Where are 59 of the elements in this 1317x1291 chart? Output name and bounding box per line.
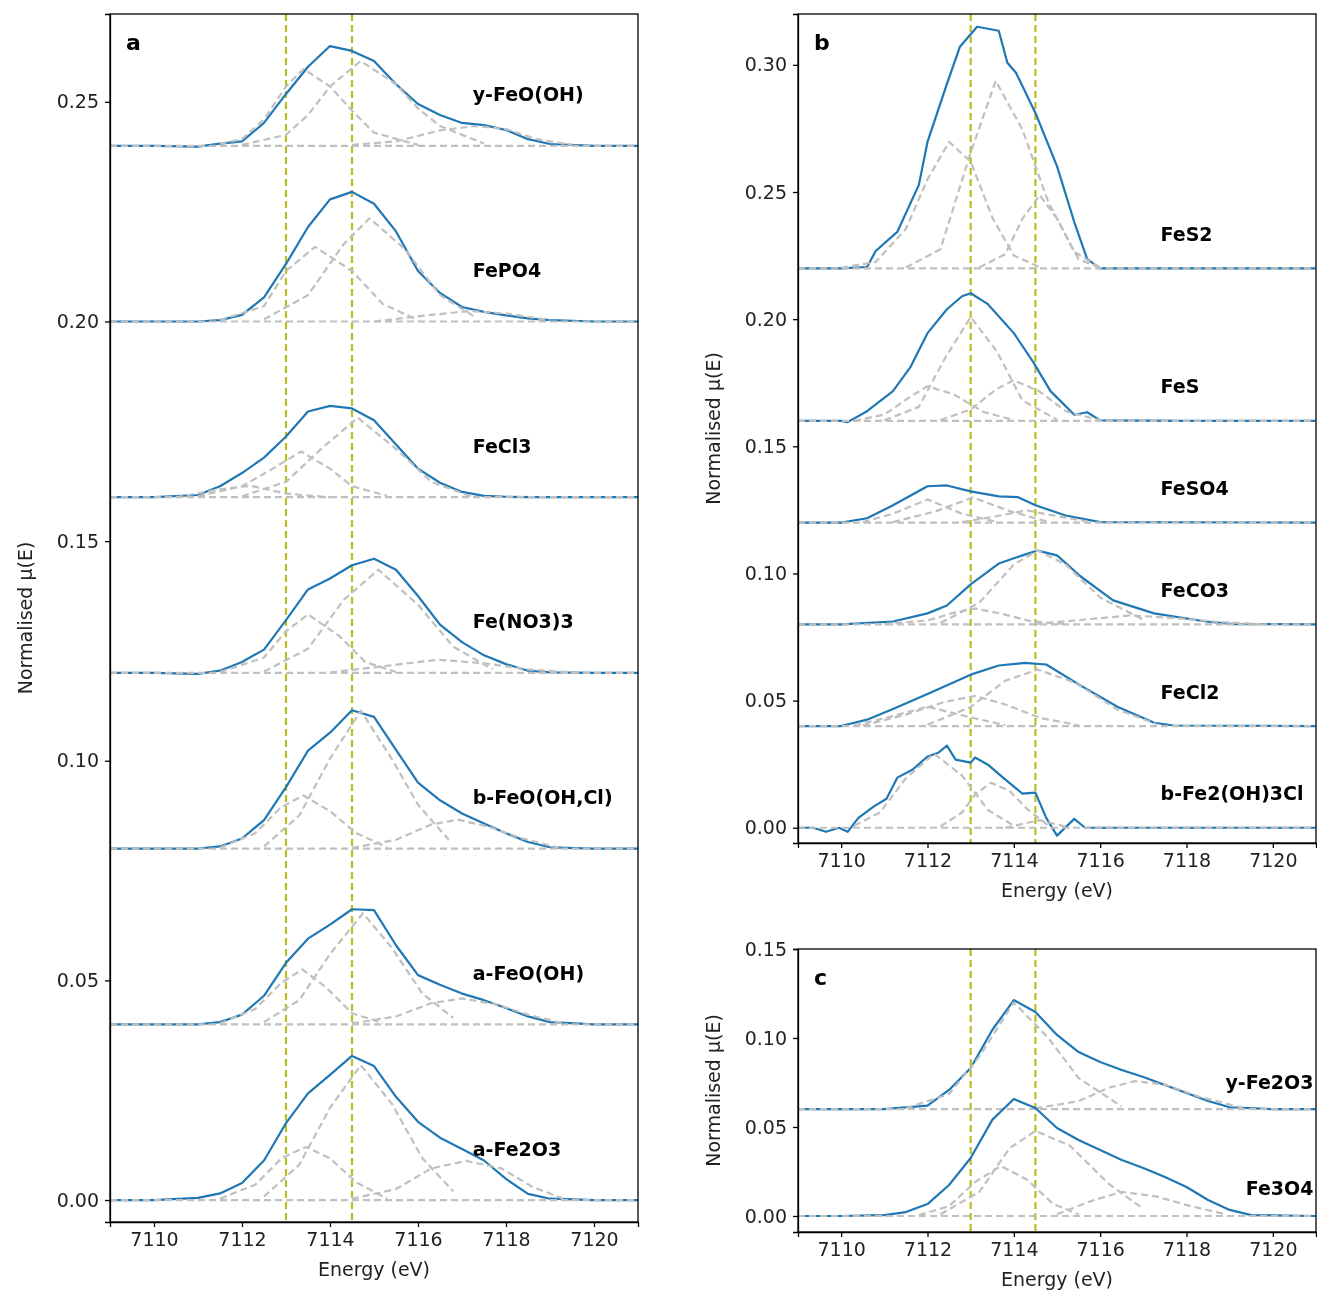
y-tick-label: 0.25 xyxy=(744,180,787,203)
y-tick-label: 0.20 xyxy=(744,307,787,330)
y-tick-label: 0.10 xyxy=(744,562,787,585)
x-tick-label: 7114 xyxy=(990,1238,1039,1261)
x-tick-label: 7116 xyxy=(394,1228,443,1251)
x-axis-title: Energy (eV) xyxy=(317,1258,431,1280)
series-label: FePO4 xyxy=(472,258,542,281)
y-axis-title: Normalised μ(E) xyxy=(14,541,36,695)
x-tick-label: 7110 xyxy=(817,849,866,872)
y-tick-label: 0.15 xyxy=(56,529,99,552)
y-tick-label: 0.15 xyxy=(744,937,787,960)
x-tick-label: 7110 xyxy=(130,1228,179,1251)
x-tick-label: 7112 xyxy=(903,1238,953,1261)
series-label: a-FeO(OH) xyxy=(472,961,585,984)
x-tick-label: 7120 xyxy=(1249,849,1298,872)
y-tick-label: 0.05 xyxy=(744,1115,787,1138)
series-label: b-FeO(OH,Cl) xyxy=(472,786,613,809)
x-axis-title: Energy (eV) xyxy=(1000,879,1114,901)
y-tick-label: 0.15 xyxy=(744,434,787,457)
text: c xyxy=(814,965,828,990)
series-label: b-Fe2(OH)3Cl xyxy=(1160,782,1304,805)
text: b xyxy=(814,30,830,55)
x-tick-label: 7118 xyxy=(1162,849,1212,872)
y-tick-label: 0.20 xyxy=(56,310,99,333)
x-tick-label: 7112 xyxy=(903,849,953,872)
y-tick-label: 0.00 xyxy=(56,1188,99,1211)
x-tick-label: 7118 xyxy=(482,1228,531,1251)
y-tick-label: 0.30 xyxy=(744,53,787,76)
series-label: FeCl3 xyxy=(472,434,532,457)
x-tick-label: 7114 xyxy=(990,849,1039,872)
y-axis-title: Normalised μ(E) xyxy=(702,352,724,505)
y-tick-label: 0.05 xyxy=(744,689,787,712)
y-tick-label: 0.00 xyxy=(744,816,787,839)
series-label: Fe3O4 xyxy=(1245,1177,1314,1200)
series-label: y-Fe2O3 xyxy=(1225,1070,1314,1093)
series-label: FeSO4 xyxy=(1160,477,1229,500)
x-tick-label: 7110 xyxy=(817,1238,866,1261)
x-tick-label: 7112 xyxy=(218,1228,267,1251)
y-axis-title: Normalised μ(E) xyxy=(702,1014,724,1167)
x-axis-title: Energy (eV) xyxy=(1000,1268,1114,1290)
y-tick-label: 0.25 xyxy=(56,90,99,113)
x-tick-label: 7120 xyxy=(1249,1238,1298,1261)
y-tick-label: 0.10 xyxy=(744,1026,787,1049)
series-label: FeCO3 xyxy=(1160,578,1230,601)
x-tick-label: 7114 xyxy=(306,1228,355,1251)
text: a xyxy=(126,30,141,55)
series-label: FeS xyxy=(1160,375,1200,398)
x-tick-label: 7118 xyxy=(1162,1238,1212,1261)
series-label: FeS2 xyxy=(1160,222,1213,245)
y-tick-label: 0.10 xyxy=(56,749,99,772)
y-tick-label: 0.00 xyxy=(744,1204,787,1227)
y-tick-label: 0.05 xyxy=(56,968,99,991)
series-label: a-Fe2O3 xyxy=(472,1137,562,1160)
x-tick-label: 7116 xyxy=(1076,849,1125,872)
series-label: Fe(NO3)3 xyxy=(472,610,574,633)
series-label: FeCl2 xyxy=(1160,680,1220,703)
x-tick-label: 7120 xyxy=(570,1228,619,1251)
series-label: y-FeO(OH) xyxy=(472,83,584,106)
x-tick-label: 7116 xyxy=(1076,1238,1125,1261)
